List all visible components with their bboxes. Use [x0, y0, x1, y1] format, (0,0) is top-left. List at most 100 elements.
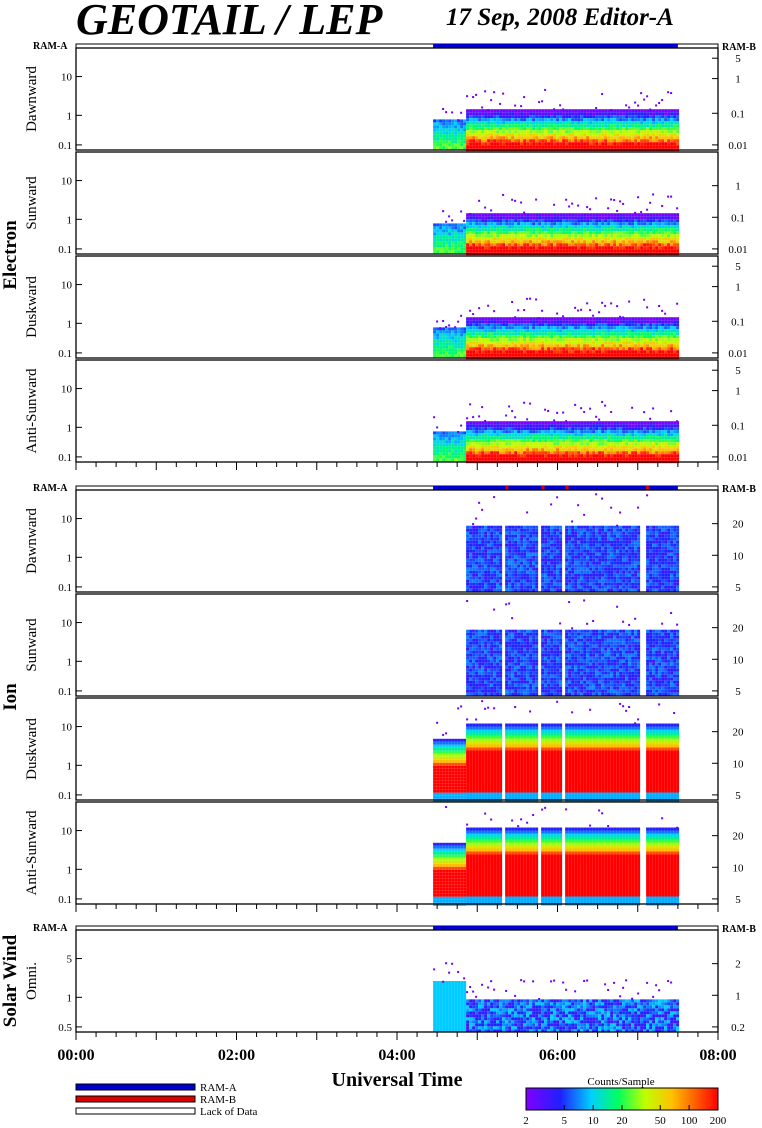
heatmap-cell [535, 109, 539, 113]
heatmap-cell [547, 347, 551, 351]
heatmap-cell [550, 136, 554, 140]
heatmap-cell [568, 234, 572, 238]
heatmap-cell [583, 448, 587, 452]
heatmap-cell [466, 534, 470, 538]
heatmap-cell [640, 320, 644, 324]
heatmap-cell [595, 115, 599, 119]
heatmap-cell [616, 329, 620, 333]
heatmap-cell [667, 424, 671, 428]
heatmap-cell [472, 561, 476, 565]
heatmap-cell [553, 145, 557, 149]
heatmap-cell [508, 243, 512, 247]
heatmap-cell [598, 127, 602, 131]
heatmap-cell [547, 353, 551, 357]
heatmap-cell [568, 127, 572, 131]
heatmap-cell [637, 448, 641, 452]
heatmap-cell [466, 344, 470, 348]
heatmap-cell [676, 133, 680, 137]
heatmap-cell [673, 118, 677, 122]
heatmap-cell [487, 219, 491, 223]
heatmap-cell [505, 326, 509, 330]
heatmap-cell [508, 573, 512, 577]
heatmap-cell [556, 213, 560, 217]
heatmap-cell [658, 433, 662, 437]
heatmap-cell [469, 222, 473, 226]
heatmap-cell [481, 222, 485, 226]
heatmap-cell [658, 142, 662, 146]
heatmap-cell [499, 136, 503, 140]
heatmap-cell [532, 228, 536, 232]
heatmap-cell [472, 145, 476, 149]
heatmap-cell [469, 329, 473, 333]
heatmap-cell [607, 338, 611, 342]
heatmap-cell [562, 228, 566, 232]
heatmap-cell [640, 335, 644, 339]
heatmap-cell [574, 451, 578, 455]
heatmap-cell [550, 109, 554, 113]
heatmap-cell [505, 222, 509, 226]
heatmap-cell [466, 216, 470, 220]
heatmap-cell [457, 345, 461, 349]
heatmap-cell [580, 115, 584, 119]
heatmap-cell [628, 341, 632, 345]
heatmap-cell [520, 133, 524, 137]
heatmap-cell [670, 231, 674, 235]
heatmap-cell [586, 237, 590, 241]
heatmap-cell [595, 139, 599, 143]
heatmap-cell [499, 332, 503, 336]
heatmap-cell [628, 317, 632, 321]
heatmap-cell [502, 249, 506, 253]
heatmap-cell [628, 112, 632, 116]
heatmap-cell [613, 338, 617, 342]
heatmap-cell [529, 424, 533, 428]
heatmap-cell [472, 326, 476, 330]
heatmap-cell [637, 457, 641, 461]
heatmap-cell [622, 240, 626, 244]
heatmap-cell [568, 457, 572, 461]
heatmap-cell [481, 246, 485, 250]
heatmap-cell [493, 353, 497, 357]
heatmap-cell [616, 350, 620, 354]
heatmap-cell [625, 427, 629, 431]
heatmap-cell [625, 347, 629, 351]
heatmap-cell [586, 246, 590, 250]
heatmap-cell [526, 424, 530, 428]
heatmap-cell [451, 244, 455, 248]
heatmap-cell [634, 430, 638, 434]
heatmap-cell [562, 139, 566, 143]
heatmap-cell [487, 332, 491, 336]
heatmap-cell [469, 457, 473, 461]
heatmap-cell [484, 145, 488, 149]
heatmap-cell [469, 439, 473, 443]
heatmap-cell [538, 115, 542, 119]
heatmap-cell [481, 323, 485, 327]
heatmap-cell [463, 146, 467, 150]
heatmap-cell [658, 237, 662, 241]
heatmap-cell [592, 347, 596, 351]
heatmap-cell [580, 317, 584, 321]
heatmap-cell [553, 249, 557, 253]
heatmap-cell [520, 240, 524, 244]
heatmap-cell [514, 439, 518, 443]
heatmap-cell [448, 455, 452, 459]
heatmap-cell [433, 443, 437, 447]
heatmap-cell [628, 240, 632, 244]
heatmap-cell [478, 118, 482, 122]
heatmap-cell [466, 326, 470, 330]
heatmap-cell [466, 430, 470, 434]
heatmap-cell [649, 323, 653, 327]
heatmap-cell [454, 345, 458, 349]
heatmap-cell [607, 231, 611, 235]
heatmap-cell [604, 249, 608, 253]
heatmap-cell [556, 326, 560, 330]
heatmap-cell [661, 219, 665, 223]
heatmap-cell [628, 115, 632, 119]
heatmap-cell [493, 585, 497, 589]
heatmap-cell [511, 142, 515, 146]
heatmap-cell [508, 433, 512, 437]
heatmap-cell [475, 115, 479, 119]
heatmap-cell [595, 433, 599, 437]
heatmap-cell [577, 145, 581, 149]
heatmap-cell [535, 445, 539, 449]
heatmap-cell [562, 130, 566, 134]
